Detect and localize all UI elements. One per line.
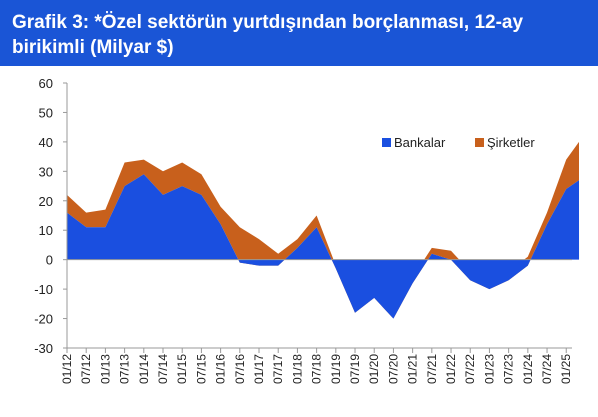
x-tick-label: 01/15: [175, 354, 189, 384]
x-tick-label: 01/17: [252, 354, 266, 384]
y-tick-label: 40: [39, 135, 53, 150]
x-tick-label: 07/24: [540, 354, 554, 384]
legend-swatch-sirketler: [475, 138, 484, 147]
area-layer: [67, 141, 580, 319]
series-bankalar-area: [67, 174, 580, 319]
x-tick-label: 07/18: [310, 354, 324, 384]
x-tick-label: 07/22: [463, 354, 477, 384]
x-tick-label: 01/25: [559, 354, 573, 384]
x-tick-label: 01/14: [137, 354, 151, 384]
x-tick-label: 01/13: [98, 354, 112, 384]
y-tick-label: 60: [39, 76, 53, 91]
x-tick-label: 07/23: [502, 354, 516, 384]
x-tick-label: 01/16: [214, 354, 228, 384]
x-tick-label: 01/21: [406, 354, 420, 384]
legend-label-bankalar: Bankalar: [394, 135, 446, 150]
series-sirketler-area: [67, 141, 579, 319]
y-tick-label: -20: [34, 312, 53, 327]
y-tick-label: 50: [39, 105, 53, 120]
axis-layer: 60 50 40 30 20 10 0 -10 -20 -30 01/12 07/12 01/13 07/…: [34, 76, 573, 384]
x-tick-label: 07/12: [79, 354, 93, 384]
x-tick-label: 01/22: [444, 354, 458, 384]
x-tick-label: 07/17: [271, 354, 285, 384]
chart-svg: 60 50 40 30 20 10 0 -10 -20 -30 01/12 07/12 01/13 07/…: [34, 76, 580, 384]
chart-area: 60 50 40 30 20 10 0 -10 -20 -30 01/12 07/12 01/13 07/…: [0, 66, 598, 412]
x-tick-label: 07/13: [118, 354, 132, 384]
chart-title-banner: Grafik 3: *Özel sektörün yurtdışından bo…: [0, 0, 598, 66]
y-tick-label: 20: [39, 194, 53, 209]
x-tick-label: 01/23: [482, 354, 496, 384]
x-tick-label: 07/14: [156, 354, 170, 384]
legend: Bankalar Şirketler: [382, 135, 535, 150]
x-tick-label: 07/21: [425, 354, 439, 384]
y-tick-label: -10: [34, 282, 53, 297]
y-tick-label: -30: [34, 341, 53, 356]
y-tick-label: 0: [46, 253, 53, 268]
y-tick-label: 10: [39, 223, 53, 238]
y-tick-label: 30: [39, 164, 53, 179]
x-tick-label: 01/19: [329, 354, 343, 384]
x-tick-label: 01/18: [290, 354, 304, 384]
legend-label-sirketler: Şirketler: [487, 135, 535, 150]
x-tick-label: 07/15: [194, 354, 208, 384]
x-tick-label: 01/24: [521, 354, 535, 384]
x-tick-label: 01/12: [60, 354, 74, 384]
x-tick-label: 07/16: [233, 354, 247, 384]
x-tick-label: 07/19: [348, 354, 362, 384]
chart-title: Grafik 3: *Özel sektörün yurtdışından bo…: [12, 12, 524, 58]
x-tick-label: 01/20: [367, 354, 381, 384]
legend-swatch-bankalar: [382, 138, 391, 147]
x-tick-label: 07/20: [386, 354, 400, 384]
